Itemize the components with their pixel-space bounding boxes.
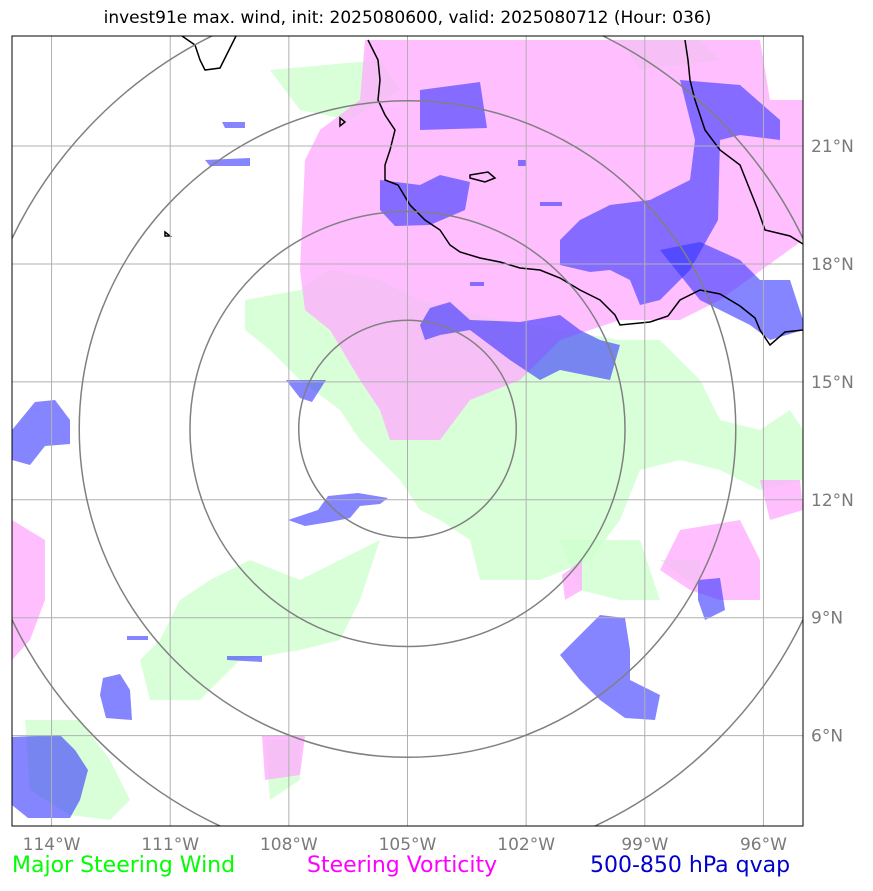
lon-tick-label: 99°W [621, 835, 668, 855]
range-ring [189, 210, 626, 648]
lat-tick-label: 9°N [811, 609, 843, 629]
tick-labels: 114°W 111°W 108°W 105°W 102°W 99°W 96°W 21°N 18°… [23, 137, 854, 855]
qvap-layer [12, 80, 803, 818]
lat-tick-label: 6°N [811, 727, 843, 747]
lon-tick-label: 105°W [379, 835, 437, 855]
lon-tick-label: 96°W [740, 835, 787, 855]
steering-vorticity-layer [12, 40, 803, 780]
map-grid [12, 36, 803, 826]
map-frame [11, 35, 804, 827]
range-ring [297, 319, 518, 539]
lat-tick-label: 18°N [811, 255, 854, 275]
legend-qvap: 500-850 hPa qvap [590, 853, 791, 878]
range-ring [78, 100, 737, 759]
legend-major-steering-wind: Major Steering Wind [12, 853, 236, 878]
lon-tick-label: 114°W [23, 835, 81, 855]
legend-steering-vorticity: Steering Vorticity [307, 853, 498, 878]
lat-tick-label: 15°N [811, 373, 854, 393]
lon-tick-label: 111°W [141, 835, 199, 855]
lon-tick-label: 108°W [260, 835, 318, 855]
lat-tick-label: 12°N [811, 491, 854, 511]
lon-tick-label: 102°W [497, 835, 555, 855]
range-rings [12, 36, 803, 826]
map-title: invest91e max. wind, init: 2025080600, v… [103, 8, 712, 28]
lat-tick-label: 21°N [811, 137, 854, 157]
